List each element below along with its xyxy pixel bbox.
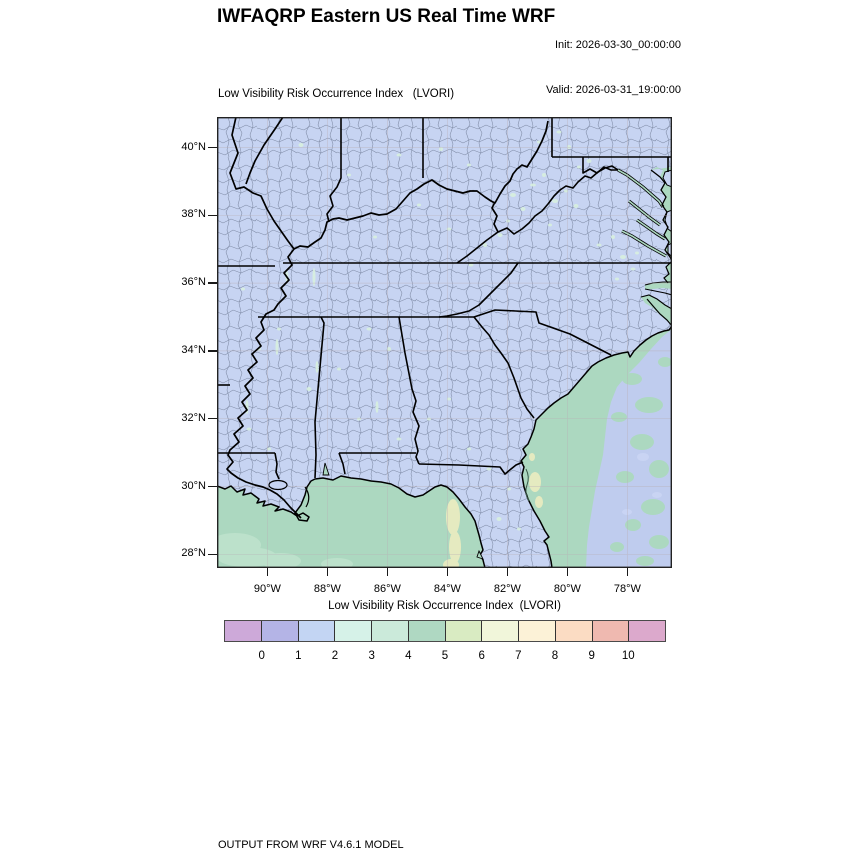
colorbar-cell	[371, 621, 408, 641]
colorbar-cell	[444, 621, 482, 641]
colorbar-tick-label: 5	[441, 650, 449, 662]
lat-tick	[208, 485, 217, 488]
lat-tick	[208, 282, 217, 284]
rivers	[226, 117, 549, 519]
lat-tick	[208, 553, 217, 555]
lat-tick	[208, 146, 217, 149]
lat-tick-label: 28°N	[181, 547, 206, 560]
lon-tick-label: 82°W	[493, 583, 521, 595]
lon-tick-label: 90°W	[253, 583, 281, 595]
lon-tick-label: 88°W	[313, 583, 341, 595]
lat-tick-label: 32°N	[181, 411, 206, 424]
valid-timestamp: Valid: 2026-03-31_19:00:00	[546, 84, 681, 96]
colorbar-tick-label: 3	[368, 650, 375, 662]
map-title: Low Visibility Risk Occurrence Index (LV…	[218, 88, 455, 100]
footer: OUTPUT FROM WRF V4.6.1 MODEL WE = 1000 ;…	[218, 808, 672, 850]
lat-tick-label: 40°N	[181, 140, 206, 153]
lon-tick	[566, 568, 569, 576]
colorbar-tick-label: 2	[331, 650, 339, 662]
lat-tick	[208, 350, 217, 352]
lat-tick-label: 36°N	[181, 276, 206, 289]
lon-tick-label: 84°W	[433, 583, 461, 595]
colorbar-cell	[591, 621, 629, 641]
colorbar-cell	[481, 621, 518, 641]
run-info: Init: 2026-03-30_00:00:00 Valid: 2026-03…	[546, 8, 681, 128]
lon-tick	[626, 568, 629, 576]
colorbar-cell	[628, 621, 665, 641]
gulf-light-patches	[217, 533, 353, 568]
lon-tick	[446, 568, 449, 576]
state-borders	[217, 117, 672, 480]
lon-tick-label: 86°W	[373, 583, 401, 595]
sand-patches	[443, 453, 543, 568]
xaxis-title: Low Visibility Risk Occurrence Index (LV…	[328, 600, 561, 612]
lat-tick	[208, 214, 217, 216]
colorbar-cell	[297, 621, 335, 641]
colorbar-tick-label: 4	[405, 650, 412, 662]
colorbar	[224, 620, 666, 642]
lon-tick	[326, 568, 329, 576]
lat-tick-label: 34°N	[181, 343, 206, 356]
lon-tick-label: 80°W	[553, 583, 581, 595]
lon-axis: 90°W 88°W 86°W 84°W 82°W 80°W 78°W	[217, 583, 672, 597]
land-green-patches	[241, 130, 639, 551]
main-title: IWFAQRP Eastern US Real Time WRF	[217, 6, 556, 27]
chesapeake-and-sounds	[617, 167, 672, 327]
lat-tick-label: 38°N	[181, 208, 206, 221]
colorbar-tick-label: 8	[551, 650, 559, 662]
colorbar-cell	[518, 621, 555, 641]
lat-tick-label: 30°N	[181, 479, 206, 492]
colorbar-cell	[260, 621, 298, 641]
coastline	[217, 325, 672, 568]
colorbar-tick-label: 10	[621, 650, 635, 662]
colorbar-tick-label: 7	[515, 650, 522, 662]
colorbar-cell	[334, 621, 371, 641]
graticule	[217, 117, 672, 568]
colorbar-tick-label: 0	[258, 650, 265, 662]
lon-tick	[506, 568, 509, 576]
gulf-water	[217, 476, 485, 568]
coastal-details	[268, 462, 530, 560]
ocean-pale-speckles	[622, 453, 662, 515]
colorbar-cell	[225, 621, 261, 641]
lvori-map	[217, 117, 672, 568]
colorbar-labels: 0 1 2 3 4 5 6 7 8 9 10	[225, 650, 665, 664]
lat-tick	[208, 417, 217, 420]
colorbar-tick-label: 6	[478, 650, 485, 662]
colorbar-cell	[554, 621, 592, 641]
lon-tick	[386, 568, 389, 576]
lon-tick-label: 78°W	[613, 583, 641, 595]
footer-model-line: OUTPUT FROM WRF V4.6.1 MODEL	[218, 839, 404, 850]
lon-tick	[266, 568, 269, 576]
colorbar-tick-label: 9	[588, 650, 595, 662]
map-border	[217, 117, 672, 568]
map-svg	[217, 117, 672, 568]
ocean-mottle	[601, 357, 672, 566]
colorbar-cell	[407, 621, 445, 641]
init-timestamp: Init: 2026-03-30_00:00:00	[555, 39, 681, 51]
colorbar-tick-label: 1	[295, 650, 302, 662]
